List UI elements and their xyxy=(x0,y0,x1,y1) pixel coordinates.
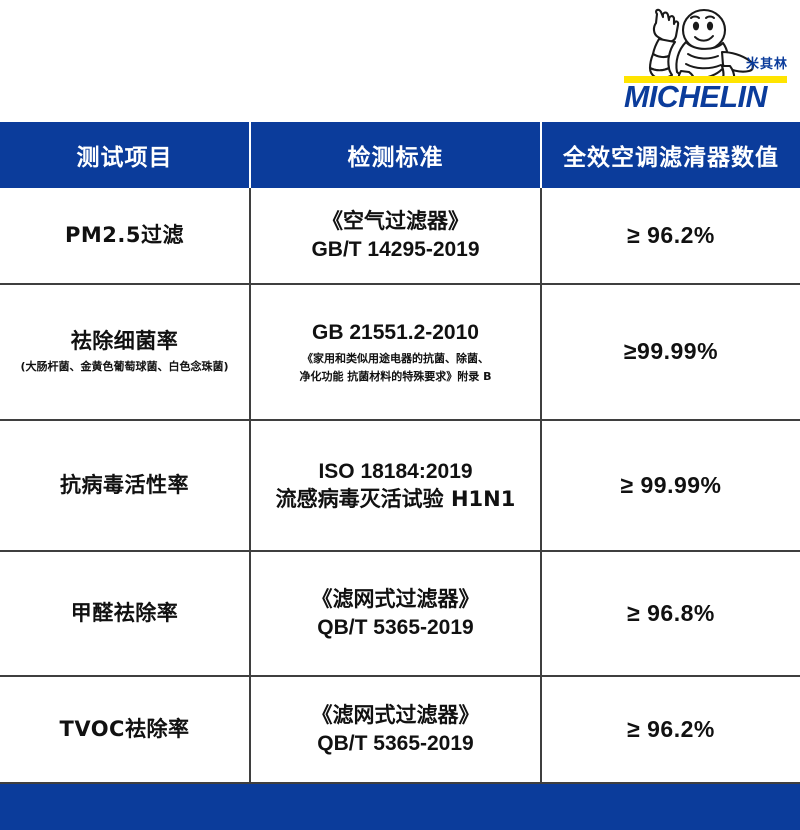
cell-test-standard: 《空气过滤器》 GB/T 14295-2019 xyxy=(249,188,541,285)
standard-line: 《滤网式过滤器》 xyxy=(311,587,480,612)
filter-value: ≥ 96.8% xyxy=(627,599,715,626)
test-item-label: 祛除细菌率 xyxy=(70,329,179,354)
cell-filter-value: ≥ 96.2% xyxy=(540,676,800,784)
brand-wordmark: MICHELIN xyxy=(624,79,767,114)
cell-filter-value: ≥ 99.99% xyxy=(540,420,800,552)
standard-line: 《滤网式过滤器》 xyxy=(311,703,480,728)
table-row: 甲醛祛除率 《滤网式过滤器》 QB/T 5365-2019 ≥ 96.8% xyxy=(0,551,800,677)
test-item-label: 抗病毒活性率 xyxy=(60,473,189,498)
filter-value: ≥ 99.99% xyxy=(620,471,722,498)
footer-bar xyxy=(0,784,800,830)
cell-test-standard: 《滤网式过滤器》 QB/T 5365-2019 xyxy=(249,676,541,784)
standard-line: 流感病毒灭活试验 H1N1 xyxy=(275,486,516,511)
table-row: 抗病毒活性率 ISO 18184:2019 流感病毒灭活试验 H1N1 ≥ 99… xyxy=(0,420,800,552)
cell-test-item: PM2.5过滤 xyxy=(0,188,250,285)
column-header-test-item: 测试项目 xyxy=(0,122,250,188)
standard-line: QB/T 5365-2019 xyxy=(317,731,474,755)
table-header-row: 测试项目 检测标准 全效空调滤清器数值 xyxy=(0,122,800,188)
logo-yellow-bar xyxy=(624,76,787,83)
standard-line: GB 21551.2-2010 xyxy=(312,320,479,344)
cell-test-item: 甲醛祛除率 xyxy=(0,551,250,677)
filter-value: ≥99.99% xyxy=(623,338,719,365)
spec-table: 测试项目 检测标准 全效空调滤清器数值 PM2.5过滤 《空气过滤器》 GB/T… xyxy=(0,122,800,784)
standard-note-line: 净化功能 抗菌材料的特殊要求》附录 B xyxy=(299,369,492,383)
standard-line: QB/T 5365-2019 xyxy=(317,615,474,639)
bibendum-mascot-icon xyxy=(648,8,754,82)
column-header-test-standard: 检测标准 xyxy=(249,122,541,188)
column-header-filter-value: 全效空调滤清器数值 xyxy=(540,122,800,188)
table-row: TVOC祛除率 《滤网式过滤器》 QB/T 5365-2019 ≥ 96.2% xyxy=(0,676,800,784)
cell-test-standard: GB 21551.2-2010 《家用和类似用途电器的抗菌、除菌、 净化功能 抗… xyxy=(249,284,541,421)
brand-chinese-name: 米其林 xyxy=(745,57,788,72)
cell-test-item: 祛除细菌率 (大肠杆菌、金黄色葡萄球菌、白色念珠菌) xyxy=(0,284,250,421)
table-row: 祛除细菌率 (大肠杆菌、金黄色葡萄球菌、白色念珠菌) GB 21551.2-20… xyxy=(0,284,800,421)
standard-note-line: 《家用和类似用途电器的抗菌、除菌、 xyxy=(302,352,489,366)
brand-header: 米其林 MICHELIN xyxy=(0,0,800,122)
standard-line: ISO 18184:2019 xyxy=(318,460,473,484)
filter-value: ≥ 96.2% xyxy=(627,715,715,742)
test-item-label: PM2.5过滤 xyxy=(65,223,184,248)
test-item-label: TVOC祛除率 xyxy=(59,717,190,742)
cell-filter-value: ≥ 96.2% xyxy=(540,188,800,285)
cell-test-item: 抗病毒活性率 xyxy=(0,420,250,552)
test-item-note: (大肠杆菌、金黄色葡萄球菌、白色念珠菌) xyxy=(20,360,229,374)
cell-filter-value: ≥99.99% xyxy=(540,284,800,421)
test-item-label: 甲醛祛除率 xyxy=(70,601,179,626)
cell-filter-value: ≥ 96.8% xyxy=(540,551,800,677)
cell-test-item: TVOC祛除率 xyxy=(0,676,250,784)
cell-test-standard: 《滤网式过滤器》 QB/T 5365-2019 xyxy=(249,551,541,677)
filter-value: ≥ 96.2% xyxy=(627,221,715,248)
standard-line: 《空气过滤器》 xyxy=(322,209,469,234)
table-row: PM2.5过滤 《空气过滤器》 GB/T 14295-2019 ≥ 96.2% xyxy=(0,188,800,285)
michelin-logo: 米其林 MICHELIN xyxy=(624,8,792,114)
cell-test-standard: ISO 18184:2019 流感病毒灭活试验 H1N1 xyxy=(249,420,541,552)
standard-line: GB/T 14295-2019 xyxy=(311,237,480,261)
